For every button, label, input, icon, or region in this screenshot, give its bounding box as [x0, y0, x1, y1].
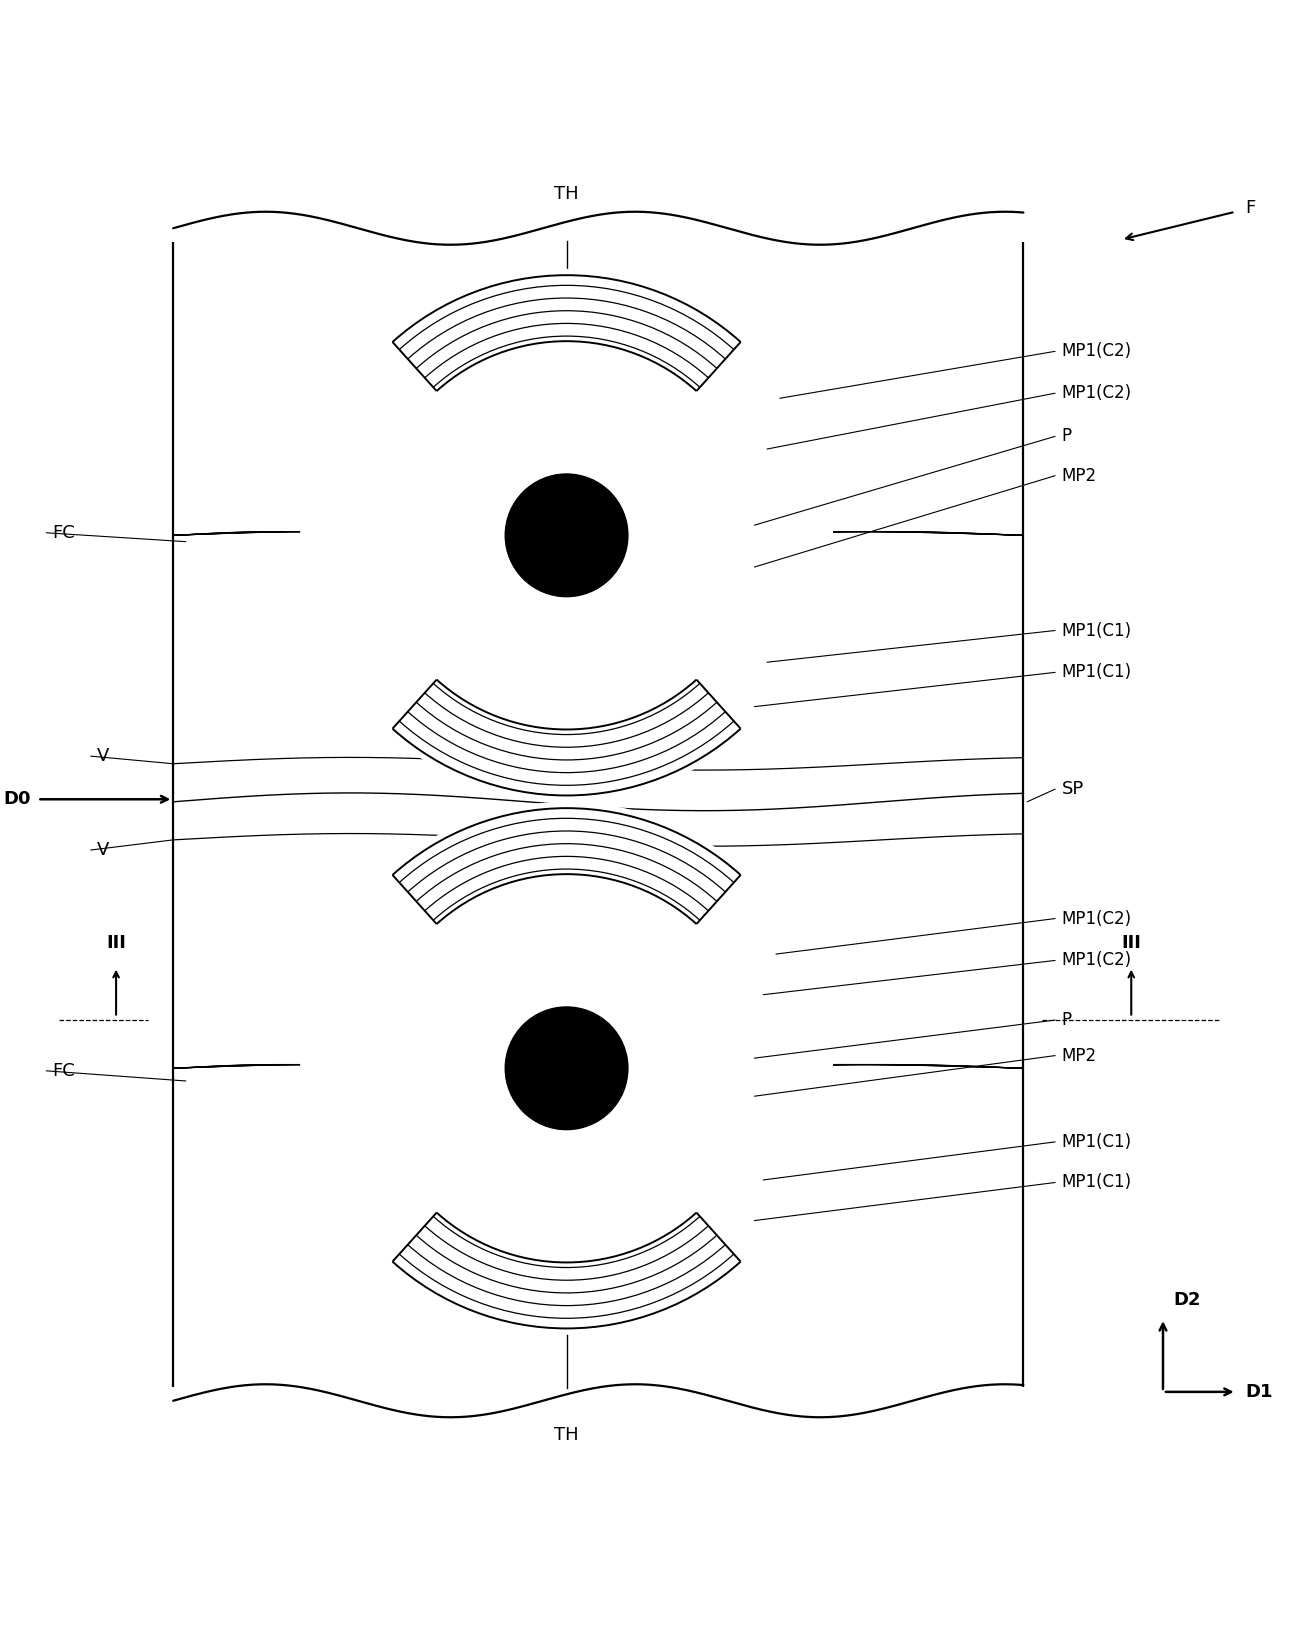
- Circle shape: [516, 484, 617, 586]
- Text: MP1(C2): MP1(C2): [1061, 384, 1131, 402]
- Text: TH: TH: [555, 1425, 579, 1445]
- Circle shape: [505, 1007, 627, 1129]
- Text: MP1(C2): MP1(C2): [1061, 342, 1131, 360]
- Circle shape: [300, 269, 833, 801]
- Text: D1: D1: [1246, 1383, 1273, 1401]
- Text: IV: IV: [579, 520, 595, 538]
- Text: MP2: MP2: [1061, 466, 1096, 485]
- Text: D0: D0: [4, 790, 31, 808]
- Text: IV: IV: [579, 1064, 595, 1082]
- Circle shape: [544, 1046, 590, 1091]
- Circle shape: [300, 801, 833, 1334]
- Text: III: III: [107, 933, 126, 951]
- Text: MP2: MP2: [1061, 1046, 1096, 1065]
- Text: D2: D2: [1173, 1292, 1200, 1310]
- Text: MP1(C2): MP1(C2): [1061, 951, 1131, 969]
- Text: MP1(C2): MP1(C2): [1061, 909, 1131, 927]
- Text: V: V: [97, 841, 109, 858]
- Text: MP1(C1): MP1(C1): [1061, 1132, 1131, 1152]
- Text: MP1(C1): MP1(C1): [1061, 1173, 1131, 1191]
- Text: TH: TH: [555, 184, 579, 204]
- Text: III: III: [1121, 933, 1142, 951]
- Text: MP1(C1): MP1(C1): [1061, 663, 1131, 681]
- Circle shape: [516, 1018, 617, 1119]
- Text: P: P: [1061, 1012, 1072, 1030]
- Text: SP: SP: [1061, 780, 1083, 798]
- Circle shape: [544, 513, 590, 559]
- Text: MP1(C1): MP1(C1): [1061, 622, 1131, 640]
- Text: F: F: [1246, 199, 1256, 217]
- Text: FC: FC: [53, 1062, 75, 1080]
- Text: P: P: [1061, 427, 1072, 445]
- Text: V: V: [97, 748, 109, 766]
- Circle shape: [505, 474, 627, 596]
- Text: FC: FC: [53, 525, 75, 542]
